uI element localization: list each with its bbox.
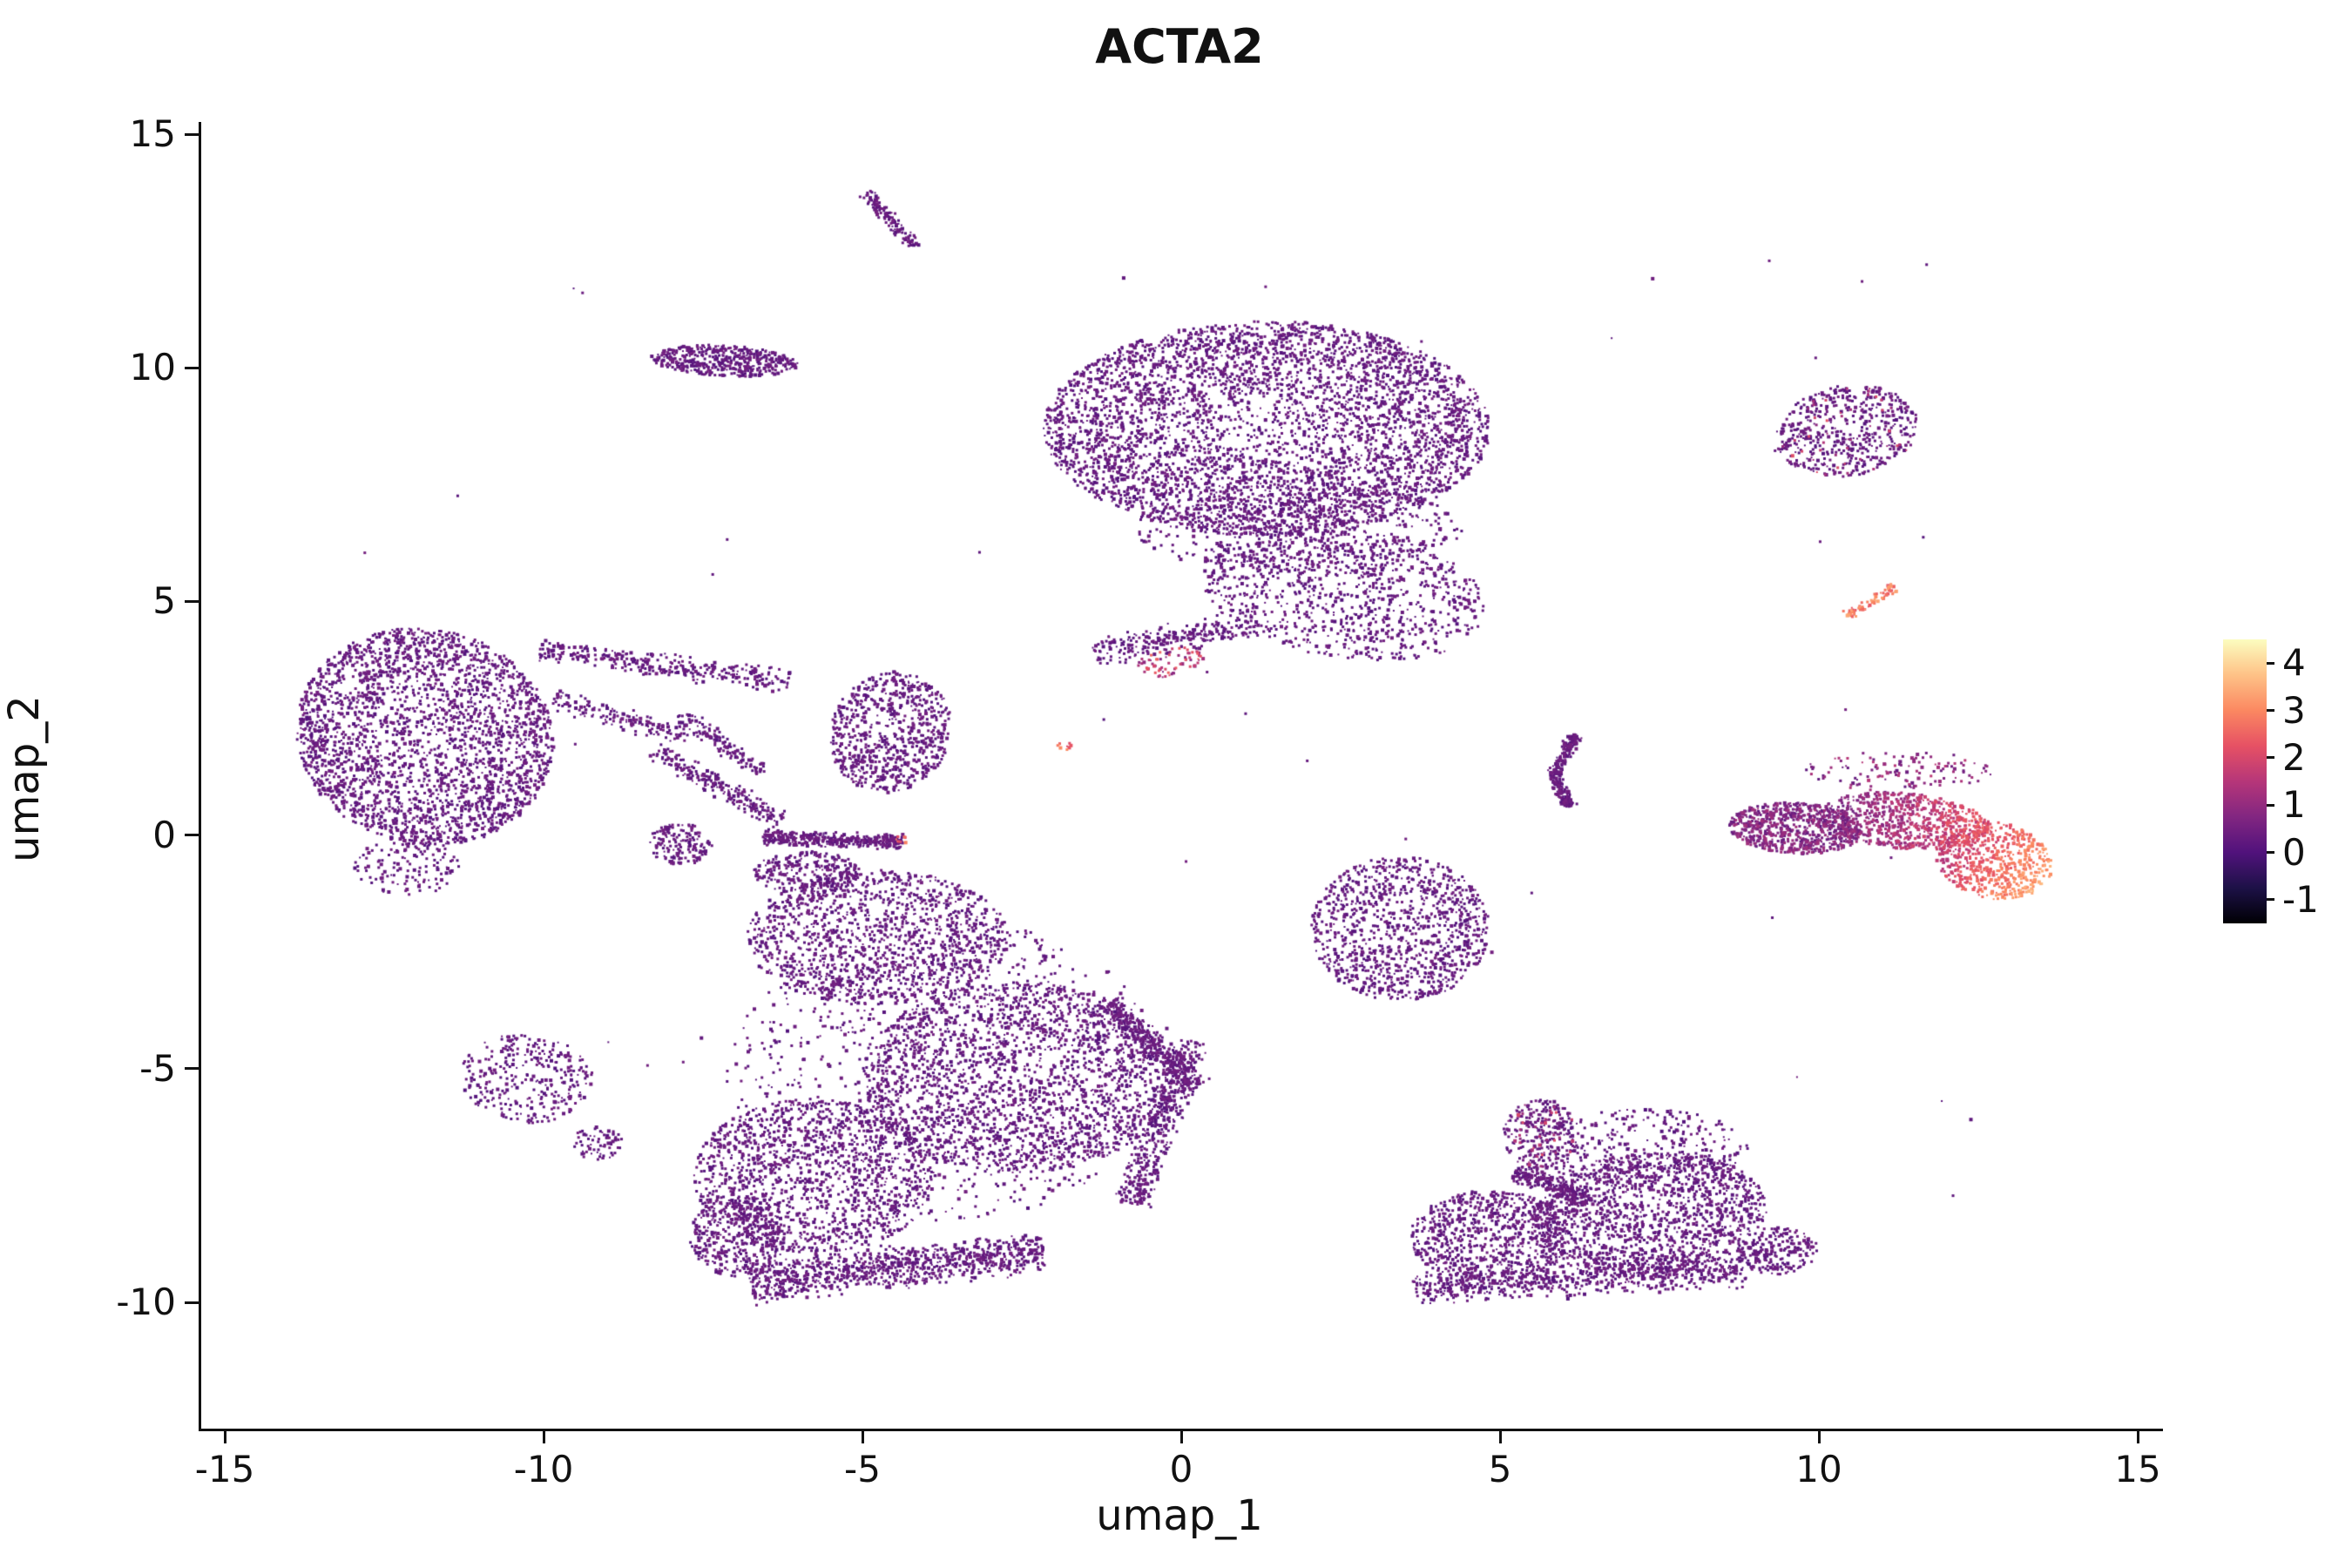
x-tick-mark bbox=[1817, 1429, 1821, 1443]
plot-title: ACTA2 bbox=[1095, 19, 1264, 74]
y-tick-label: -5 bbox=[139, 1046, 176, 1090]
y-axis-label: umap_2 bbox=[0, 695, 49, 862]
x-tick-mark bbox=[1498, 1429, 1502, 1443]
y-tick-mark bbox=[185, 132, 199, 136]
colorbar-gradient bbox=[2223, 639, 2267, 923]
x-tick-mark bbox=[542, 1429, 545, 1443]
y-tick-mark bbox=[185, 1067, 199, 1071]
colorbar-tick-mark bbox=[2267, 851, 2274, 854]
x-tick-label: -5 bbox=[844, 1448, 881, 1490]
colorbar-tick-mark bbox=[2267, 756, 2274, 760]
x-tick-label: 5 bbox=[1488, 1448, 1512, 1490]
x-tick-label: -10 bbox=[513, 1448, 574, 1490]
y-tick-label: 5 bbox=[152, 579, 176, 623]
x-tick-mark bbox=[223, 1429, 226, 1443]
x-tick-label: -15 bbox=[194, 1448, 255, 1490]
colorbar-tick-mark bbox=[2267, 898, 2274, 902]
x-tick-mark bbox=[1179, 1429, 1183, 1443]
y-tick-mark bbox=[185, 834, 199, 837]
x-axis-label: umap_1 bbox=[1096, 1491, 1263, 1540]
colorbar-tick-mark bbox=[2267, 709, 2274, 712]
colorbar-tick-mark bbox=[2267, 661, 2274, 665]
x-tick-label: 15 bbox=[2114, 1448, 2161, 1490]
colorbar-tick-label: -1 bbox=[2282, 877, 2319, 921]
x-tick-label: 0 bbox=[1169, 1448, 1193, 1490]
plot-panel bbox=[199, 122, 2163, 1431]
colorbar-tick-label: 2 bbox=[2282, 735, 2306, 779]
colorbar-tick-label: 4 bbox=[2282, 641, 2306, 685]
y-tick-label: 10 bbox=[129, 346, 176, 389]
umap-scatter-canvas bbox=[201, 122, 2163, 1429]
y-tick-mark bbox=[185, 366, 199, 369]
y-tick-label: -10 bbox=[116, 1281, 176, 1323]
colorbar-tick-mark bbox=[2267, 803, 2274, 807]
x-tick-label: 10 bbox=[1795, 1448, 1842, 1490]
colorbar-tick-label: 0 bbox=[2282, 830, 2306, 874]
y-tick-label: 15 bbox=[129, 112, 176, 155]
colorbar-tick-label: 3 bbox=[2282, 688, 2306, 732]
x-tick-mark bbox=[861, 1429, 864, 1443]
y-tick-mark bbox=[185, 1301, 199, 1304]
y-tick-label: 0 bbox=[152, 813, 176, 856]
y-tick-mark bbox=[185, 599, 199, 603]
colorbar-tick-label: 1 bbox=[2282, 783, 2306, 827]
x-tick-mark bbox=[2136, 1429, 2139, 1443]
